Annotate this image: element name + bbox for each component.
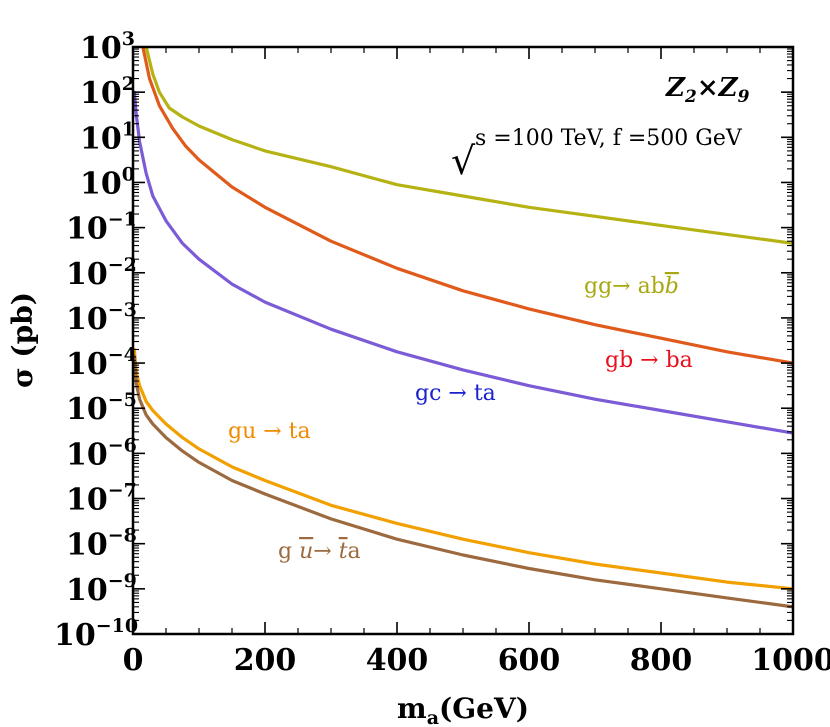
y-tick-label: 10−3 (66, 299, 137, 337)
y-tick-label: 10−8 (66, 525, 137, 563)
series-label-gu: gu → ta (228, 419, 311, 444)
sqrt-symbol: √ (451, 139, 476, 183)
y-tick-label: 10−6 (66, 434, 137, 472)
series-label-gc: gc → ta (415, 381, 496, 406)
y-tick-label: 10−1 (66, 209, 137, 247)
y-axis-title: σ (pb) (6, 292, 39, 388)
model-label: Z2×Z9 (665, 73, 750, 107)
params-label: √ s =100 TeV, f =500 GeV (451, 126, 743, 183)
y-tick-label: 10−10 (54, 615, 138, 653)
y-tick-label: 102 (80, 73, 135, 111)
params-text: s =100 TeV, f =500 GeV (475, 126, 743, 151)
labels-group: 0 200 400 600 800 1000 103 102 101 100 10−1 10−2 10−… (54, 28, 830, 678)
y-tick-label: 10−7 (66, 480, 137, 518)
x-tick-label: 400 (366, 643, 429, 678)
y-tick-label: 10−4 (66, 344, 137, 382)
series-line-0 (144, 47, 793, 245)
x-tick-label: 1000 (751, 643, 830, 678)
series-label-gg: gg→ abb (584, 274, 679, 299)
y-tick-label: 10−2 (66, 254, 137, 292)
series-line-4 (133, 354, 793, 609)
series-line-2 (133, 90, 793, 435)
x-tick-label: 600 (498, 643, 561, 678)
x-axis-title: ma(GeV) (397, 692, 529, 727)
series-line-3 (133, 347, 793, 591)
series-line-1 (141, 47, 793, 365)
y-tick-label: 103 (80, 28, 135, 66)
x-tick-label: 0 (123, 643, 144, 678)
y-tick-label: 101 (80, 118, 135, 156)
y-tick-label: 10−5 (66, 389, 137, 427)
series-label-gb: gb → ba (605, 348, 693, 373)
y-tick-label: 100 (80, 163, 135, 201)
y-tick-label: 10−9 (66, 570, 137, 608)
ticks-group (132, 46, 794, 635)
series-label-gubar: g u→ ta (278, 539, 361, 564)
x-tick-label: 800 (630, 643, 693, 678)
series-group (133, 47, 793, 609)
x-tick-label: 200 (234, 643, 297, 678)
